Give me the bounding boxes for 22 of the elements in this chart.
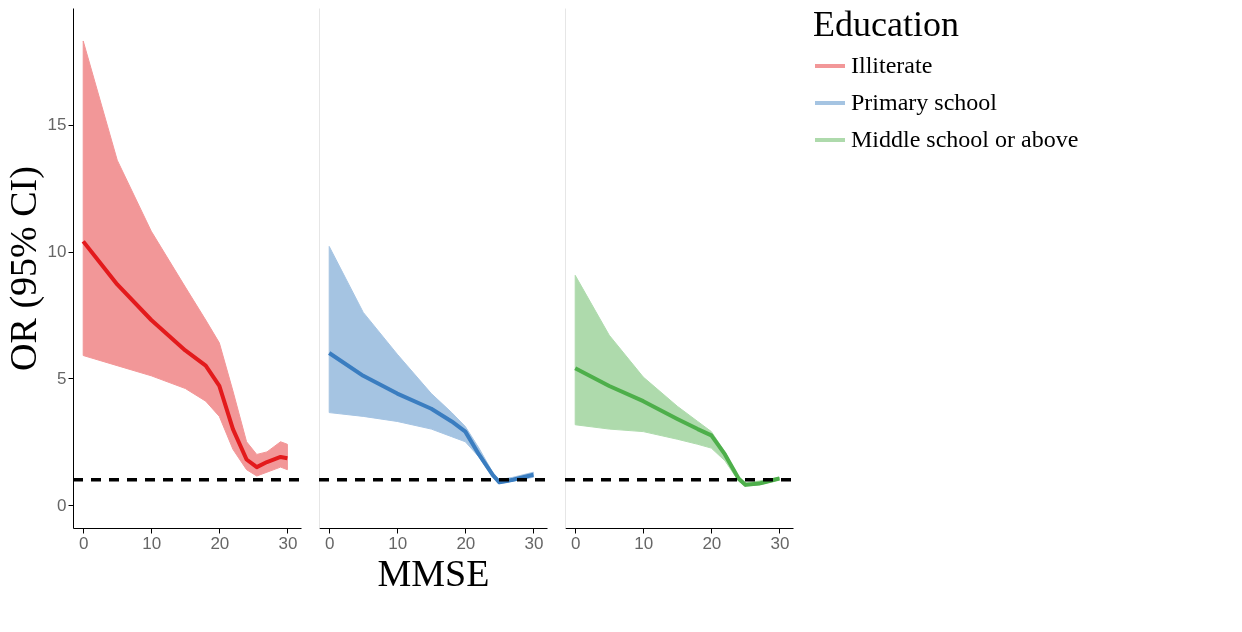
y-tick-label: 10 <box>47 242 67 262</box>
x-tick-label: 30 <box>770 533 790 553</box>
legend-label: Middle school or above <box>851 126 1079 152</box>
x-tick-label: 30 <box>278 533 298 553</box>
legend-title: Education <box>813 4 959 44</box>
x-tick-label: 0 <box>570 533 581 553</box>
y-axis-title: OR (95% CI) <box>1 166 45 371</box>
legend-label: Illiterate <box>851 52 933 78</box>
x-tick-label: 10 <box>634 533 654 553</box>
x-tick-label: 20 <box>702 533 722 553</box>
y-tick-label: 15 <box>47 115 67 135</box>
x-axis-title: MMSE <box>377 551 490 594</box>
x-tick-label: 20 <box>210 533 230 553</box>
x-tick-label: 0 <box>78 533 89 553</box>
x-tick-label: 0 <box>324 533 335 553</box>
x-tick-label: 10 <box>388 533 408 553</box>
y-tick-label: 5 <box>57 368 67 388</box>
x-tick-label: 20 <box>456 533 476 553</box>
x-tick-label: 30 <box>524 533 544 553</box>
legend-label: Primary school <box>851 89 998 115</box>
y-tick-label: 0 <box>57 495 67 515</box>
x-tick-label: 10 <box>142 533 162 553</box>
